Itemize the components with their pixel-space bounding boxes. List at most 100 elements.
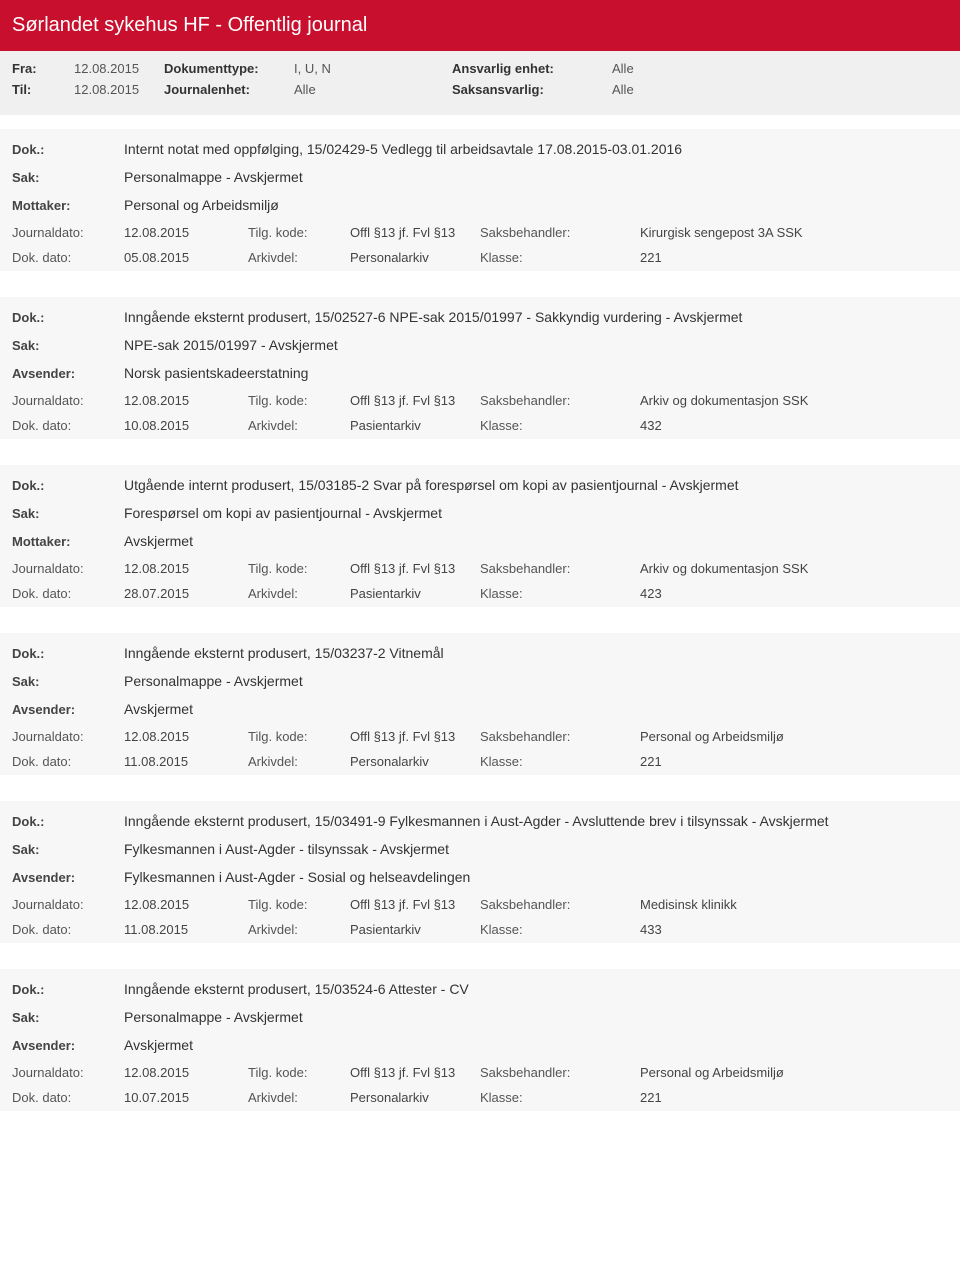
- party-value: Fylkesmannen i Aust-Agder - Sosial og he…: [124, 869, 470, 885]
- journalenhet-label: Journalenhet:: [164, 82, 294, 97]
- klasse-value: 221: [640, 754, 948, 769]
- journaldato-value: 12.08.2015: [124, 897, 248, 912]
- klasse-label: Klasse:: [480, 418, 640, 433]
- tilgkode-label: Tilg. kode:: [248, 1065, 350, 1080]
- sak-value: Personalmappe - Avskjermet: [124, 673, 303, 689]
- dokdato-value: 28.07.2015: [124, 586, 248, 601]
- klasse-label: Klasse:: [480, 250, 640, 265]
- klasse-value: 221: [640, 250, 948, 265]
- sak-value: NPE-sak 2015/01997 - Avskjermet: [124, 337, 338, 353]
- dok-value: Inngående eksternt produsert, 15/03237-2…: [124, 645, 444, 661]
- journaldato-value: 12.08.2015: [124, 393, 248, 408]
- dok-label: Dok.:: [12, 478, 124, 493]
- klasse-label: Klasse:: [480, 754, 640, 769]
- saksbehandler-value: Arkiv og dokumentasjon SSK: [640, 393, 948, 408]
- party-value: Norsk pasientskadeerstatning: [124, 365, 308, 381]
- dokdato-value: 10.07.2015: [124, 1090, 248, 1105]
- saksbehandler-value: Personal og Arbeidsmiljø: [640, 729, 948, 744]
- til-label: Til:: [12, 82, 74, 97]
- tilgkode-value: Offl §13 jf. Fvl §13: [350, 225, 480, 240]
- party-value: Avskjermet: [124, 533, 193, 549]
- dokdato-label: Dok. dato:: [12, 754, 124, 769]
- doktype-value: I, U, N: [294, 61, 452, 76]
- arkivdel-value: Pasientarkiv: [350, 586, 480, 601]
- party-value: Avskjermet: [124, 1037, 193, 1053]
- sak-label: Sak:: [12, 1010, 124, 1025]
- saksbehandler-label: Saksbehandler:: [480, 729, 640, 744]
- saksbehandler-label: Saksbehandler:: [480, 897, 640, 912]
- journal-entry: Dok.: Inngående eksternt produsert, 15/0…: [0, 969, 960, 1111]
- tilgkode-label: Tilg. kode:: [248, 225, 350, 240]
- klasse-label: Klasse:: [480, 922, 640, 937]
- tilgkode-value: Offl §13 jf. Fvl §13: [350, 897, 480, 912]
- ansvarlig-value: Alle: [612, 61, 712, 76]
- arkivdel-label: Arkivdel:: [248, 250, 350, 265]
- arkivdel-value: Pasientarkiv: [350, 922, 480, 937]
- sak-value: Personalmappe - Avskjermet: [124, 1009, 303, 1025]
- dokdato-value: 11.08.2015: [124, 922, 248, 937]
- arkivdel-label: Arkivdel:: [248, 586, 350, 601]
- doktype-label: Dokumenttype:: [164, 61, 294, 76]
- dok-label: Dok.:: [12, 646, 124, 661]
- journaldato-label: Journaldato:: [12, 561, 124, 576]
- tilgkode-label: Tilg. kode:: [248, 897, 350, 912]
- journaldato-value: 12.08.2015: [124, 225, 248, 240]
- sak-label: Sak:: [12, 170, 124, 185]
- arkivdel-label: Arkivdel:: [248, 1090, 350, 1105]
- party-value: Personal og Arbeidsmiljø: [124, 197, 279, 213]
- sak-value: Forespørsel om kopi av pasientjournal - …: [124, 505, 442, 521]
- dok-value: Inngående eksternt produsert, 15/03524-6…: [124, 981, 469, 997]
- journaldato-value: 12.08.2015: [124, 561, 248, 576]
- journaldato-label: Journaldato:: [12, 897, 124, 912]
- saksbehandler-value: Kirurgisk sengepost 3A SSK: [640, 225, 948, 240]
- tilgkode-label: Tilg. kode:: [248, 729, 350, 744]
- saksbehandler-label: Saksbehandler:: [480, 561, 640, 576]
- dok-label: Dok.:: [12, 310, 124, 325]
- journaldato-label: Journaldato:: [12, 393, 124, 408]
- dokdato-label: Dok. dato:: [12, 586, 124, 601]
- party-label: Avsender:: [12, 1038, 124, 1053]
- journaldato-value: 12.08.2015: [124, 1065, 248, 1080]
- arkivdel-value: Personalarkiv: [350, 250, 480, 265]
- arkivdel-value: Personalarkiv: [350, 754, 480, 769]
- fra-value: 12.08.2015: [74, 61, 164, 76]
- saksbehandler-value: Personal og Arbeidsmiljø: [640, 1065, 948, 1080]
- saksansvarlig-label: Saksansvarlig:: [452, 82, 612, 97]
- journal-entry: Dok.: Internt notat med oppfølging, 15/0…: [0, 129, 960, 271]
- arkivdel-label: Arkivdel:: [248, 418, 350, 433]
- dokdato-label: Dok. dato:: [12, 922, 124, 937]
- arkivdel-label: Arkivdel:: [248, 922, 350, 937]
- tilgkode-value: Offl §13 jf. Fvl §13: [350, 561, 480, 576]
- dokdato-label: Dok. dato:: [12, 1090, 124, 1105]
- til-value: 12.08.2015: [74, 82, 164, 97]
- dok-value: Inngående eksternt produsert, 15/03491-9…: [124, 813, 829, 829]
- arkivdel-value: Pasientarkiv: [350, 418, 480, 433]
- sak-label: Sak:: [12, 674, 124, 689]
- page-title: Sørlandet sykehus HF - Offentlig journal: [0, 0, 960, 51]
- arkivdel-value: Personalarkiv: [350, 1090, 480, 1105]
- saksbehandler-label: Saksbehandler:: [480, 1065, 640, 1080]
- dok-value: Inngående eksternt produsert, 15/02527-6…: [124, 309, 742, 325]
- party-label: Avsender:: [12, 870, 124, 885]
- dok-label: Dok.:: [12, 814, 124, 829]
- party-label: Avsender:: [12, 702, 124, 717]
- fra-label: Fra:: [12, 61, 74, 76]
- saksbehandler-label: Saksbehandler:: [480, 225, 640, 240]
- party-label: Avsender:: [12, 366, 124, 381]
- sak-label: Sak:: [12, 506, 124, 521]
- tilgkode-value: Offl §13 jf. Fvl §13: [350, 729, 480, 744]
- ansvarlig-label: Ansvarlig enhet:: [452, 61, 612, 76]
- journal-entry: Dok.: Inngående eksternt produsert, 15/0…: [0, 297, 960, 439]
- tilgkode-value: Offl §13 jf. Fvl §13: [350, 1065, 480, 1080]
- sak-value: Personalmappe - Avskjermet: [124, 169, 303, 185]
- klasse-label: Klasse:: [480, 586, 640, 601]
- klasse-value: 432: [640, 418, 948, 433]
- dok-value: Internt notat med oppfølging, 15/02429-5…: [124, 141, 682, 157]
- sak-label: Sak:: [12, 842, 124, 857]
- party-value: Avskjermet: [124, 701, 193, 717]
- arkivdel-label: Arkivdel:: [248, 754, 350, 769]
- sak-value: Fylkesmannen i Aust-Agder - tilsynssak -…: [124, 841, 449, 857]
- journalenhet-value: Alle: [294, 82, 452, 97]
- saksbehandler-value: Arkiv og dokumentasjon SSK: [640, 561, 948, 576]
- journaldato-value: 12.08.2015: [124, 729, 248, 744]
